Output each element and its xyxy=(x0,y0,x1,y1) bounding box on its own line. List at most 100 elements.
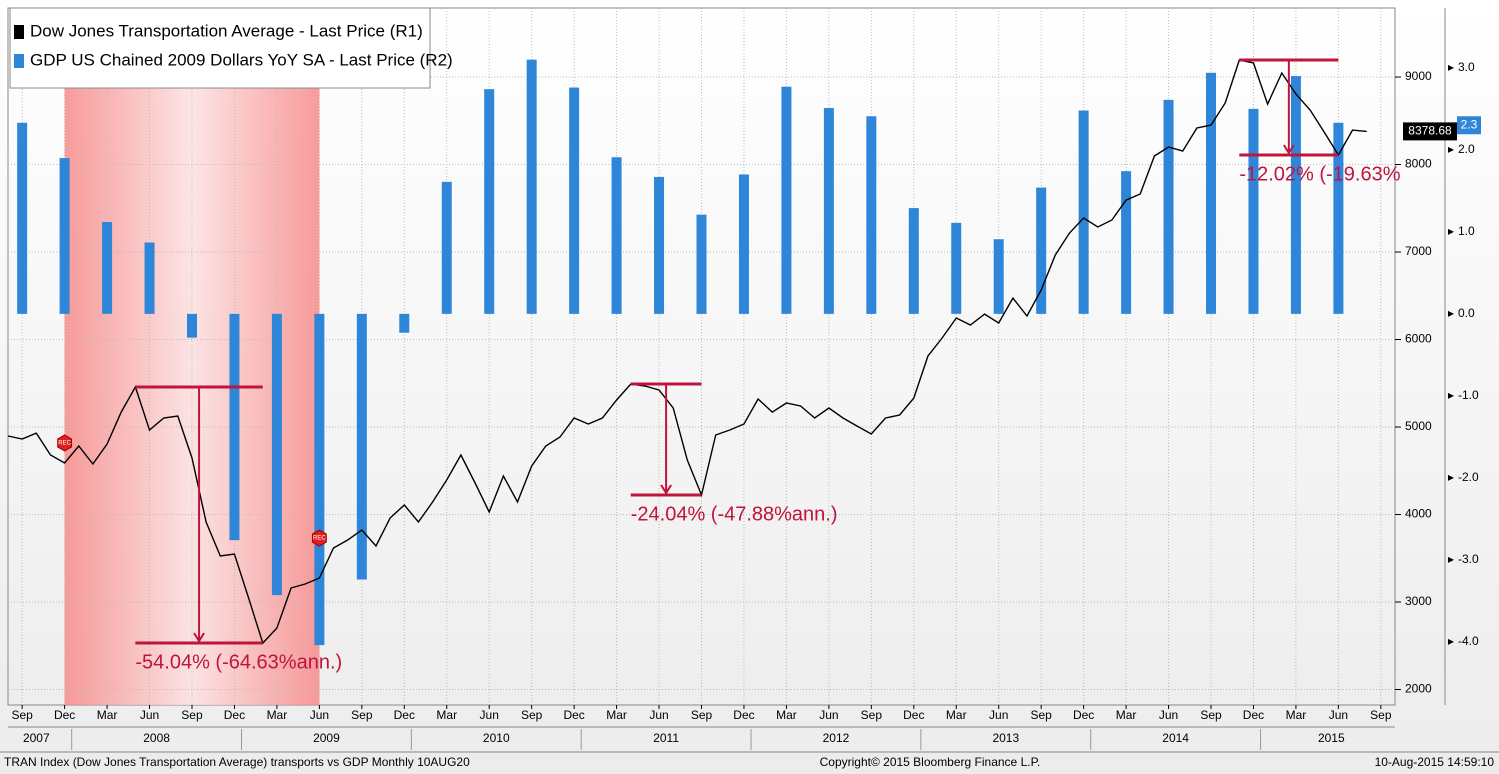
x-tick-label: Mar xyxy=(97,708,118,722)
y2-tick-label: 1.0 xyxy=(1458,224,1475,238)
x-tick-label: Sep xyxy=(1200,708,1222,722)
x-year-label: 2014 xyxy=(1162,731,1189,745)
footer-center: Copyright© 2015 Bloomberg Finance L.P. xyxy=(820,755,1041,769)
x-tick-label: Dec xyxy=(54,708,75,722)
x-tick-label: Sep xyxy=(691,708,713,722)
y2-tick-label: -1.0 xyxy=(1458,388,1479,402)
x-tick-label: Sep xyxy=(1370,708,1392,722)
x-tick-label: Sep xyxy=(351,708,373,722)
bar xyxy=(951,222,962,314)
x-tick-label: Mar xyxy=(946,708,967,722)
bar xyxy=(1078,110,1089,314)
bar xyxy=(59,158,70,314)
drawdown-arrowhead xyxy=(1283,144,1295,155)
x-tick-label: Dec xyxy=(903,708,924,722)
last-value-tag xyxy=(1403,122,1457,141)
x-tick-label: Jun xyxy=(1329,708,1348,722)
bar xyxy=(781,86,792,314)
x-tick-label: Dec xyxy=(394,708,415,722)
y2-tick xyxy=(1448,474,1454,481)
y2-tick-label: 3.0 xyxy=(1458,60,1475,74)
x-tick-label: Dec xyxy=(1243,708,1264,722)
recession-marker xyxy=(57,434,73,452)
last-value-label: 8378.68 xyxy=(1408,124,1452,138)
drawdown-label: -12.02% (-19.63% xyxy=(1239,163,1400,185)
x-tick-label: Mar xyxy=(776,708,797,722)
y-tick-label: 2000 xyxy=(1405,682,1432,696)
y2-tick xyxy=(1448,638,1454,645)
x-tick-label: Mar xyxy=(1116,708,1137,722)
line xyxy=(7,59,1367,645)
bar xyxy=(1333,122,1344,314)
x-tick-label: Dec xyxy=(224,708,245,722)
bar xyxy=(738,174,749,314)
bar xyxy=(314,313,325,646)
bar xyxy=(17,122,28,314)
x-year-label: 2013 xyxy=(992,731,1019,745)
bar xyxy=(399,313,410,333)
y-tick-label: 9000 xyxy=(1405,69,1432,83)
legend-box xyxy=(9,7,431,89)
y-tick-label: 8000 xyxy=(1405,157,1432,171)
legend-label: Dow Jones Transportation Average - Last … xyxy=(30,21,423,40)
bar xyxy=(102,222,113,314)
x-tick-label: Dec xyxy=(563,708,584,722)
x-tick-label: Dec xyxy=(1073,708,1094,722)
x-tick-label: Jun xyxy=(989,708,1008,722)
drawdown-arrowhead xyxy=(193,632,205,643)
y2-tick xyxy=(1448,64,1454,71)
x-tick-label: Jun xyxy=(140,708,159,722)
bar xyxy=(611,157,622,314)
recession-marker-label: REC xyxy=(58,441,71,447)
x-tick-label: Jun xyxy=(649,708,668,722)
recession-marker xyxy=(311,529,327,547)
x-year-label: 2012 xyxy=(823,731,850,745)
x-year-label: 2007 xyxy=(23,731,50,745)
bar xyxy=(1206,72,1217,314)
x-tick-label: Sep xyxy=(861,708,883,722)
x-year-label: 2008 xyxy=(143,731,170,745)
x-year-label: 2015 xyxy=(1318,731,1345,745)
bar xyxy=(1121,171,1132,314)
bar xyxy=(271,313,282,596)
bar xyxy=(1248,108,1259,314)
bar xyxy=(1290,76,1301,314)
bar xyxy=(908,208,919,314)
x-tick-label: Dec xyxy=(733,708,754,722)
bar xyxy=(441,181,452,314)
y2-tick-label: -2.0 xyxy=(1458,470,1479,484)
x-tick-label: Mar xyxy=(267,708,288,722)
bar xyxy=(993,239,1004,314)
bar xyxy=(654,176,665,314)
x-tick-label: Mar xyxy=(1286,708,1307,722)
x-tick-label: Sep xyxy=(521,708,543,722)
bar xyxy=(569,87,580,314)
y2-tick xyxy=(1448,392,1454,399)
y-tick-label: 5000 xyxy=(1405,419,1432,433)
bar xyxy=(1163,99,1174,314)
last-value-label: 2.3 xyxy=(1461,117,1478,131)
y2-tick-label: 2.0 xyxy=(1458,142,1475,156)
x-tick-label: Sep xyxy=(1030,708,1052,722)
y-tick-label: 4000 xyxy=(1405,507,1432,521)
y2-tick xyxy=(1448,146,1454,153)
last-value-tag xyxy=(1457,116,1481,135)
y-tick-label: 6000 xyxy=(1405,332,1432,346)
bar xyxy=(484,89,495,314)
bar xyxy=(696,214,707,314)
bar xyxy=(526,59,537,314)
y2-tick xyxy=(1448,310,1454,317)
bar xyxy=(823,108,834,314)
drawdown-arrowhead xyxy=(660,484,672,495)
x-tick-label: Jun xyxy=(1159,708,1178,722)
x-tick-label: Sep xyxy=(181,708,203,722)
y2-tick-label: -3.0 xyxy=(1458,552,1479,566)
bar xyxy=(356,313,367,580)
x-tick-label: Mar xyxy=(606,708,627,722)
y2-tick xyxy=(1448,228,1454,235)
bar xyxy=(866,116,877,314)
x-tick-label: Jun xyxy=(310,708,329,722)
x-tick-label: Jun xyxy=(819,708,838,722)
legend-swatch xyxy=(14,54,24,68)
